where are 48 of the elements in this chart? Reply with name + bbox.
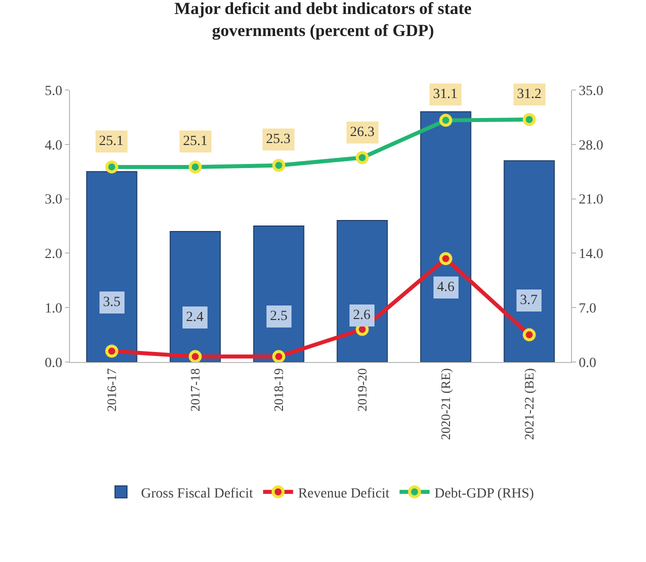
point [439,252,452,266]
legend-label: Revenue Deficit [298,486,390,502]
point [105,160,118,174]
x-tick-label: 2017-18 [187,368,202,412]
data-label: 3.5 [103,295,120,310]
point [522,328,536,342]
bar [420,111,472,362]
y-tick-label: 5.0 [44,84,62,99]
chart-title: Major deficit and debt indicators of state governments (percent of GDP) [174,0,472,40]
y2-tick-label: 7.0 [578,302,596,316]
y-tick-label: 3.0 [44,192,62,208]
x-tick-label: 2018-19 [270,368,286,412]
y2-tick-label: 28.0 [578,138,604,154]
data-label: 25.1 [183,134,208,149]
bar [86,171,138,362]
data-label: 2.6 [353,308,370,323]
x-tick-label: 2016-17 [104,368,119,412]
y2-tick-label: 21.0 [578,192,604,208]
y2-tick-label: 14.0 [578,247,604,262]
legend-label: Gross Fiscal Deficit [141,486,254,502]
point [439,114,452,127]
data-label: 31.1 [433,87,458,102]
point [522,113,536,126]
y2-tick-label: 0.0 [578,356,596,371]
y-tick-label: 2.0 [44,247,62,262]
data-label: 3.7 [520,293,538,308]
point [356,151,369,164]
data-label: 26.3 [350,125,374,140]
data-label: 25.1 [99,134,124,149]
data-label: 31.2 [517,87,542,102]
point [188,350,202,364]
data-label: 4.6 [437,280,454,295]
point [105,344,118,358]
point [272,158,286,172]
y-tick-label: 4.0 [44,138,62,154]
legend-label: Debt-GDP (RHS) [434,486,534,502]
x-tick-label: 2019-20 [354,368,370,412]
point [188,160,202,174]
data-label: 2.4 [186,310,204,325]
bar [504,160,555,362]
x-tick-label: 2021-22 (BE) [521,368,536,440]
data-label: 25.3 [266,132,290,147]
y2-tick-label: 35.0 [578,84,604,99]
y-tick-label: 0.0 [44,356,62,371]
point [272,350,286,364]
y-tick-label: 1.0 [44,302,62,316]
x-tick-label: 2020-21 (RE) [438,368,453,440]
data-label: 2.5 [270,309,288,324]
